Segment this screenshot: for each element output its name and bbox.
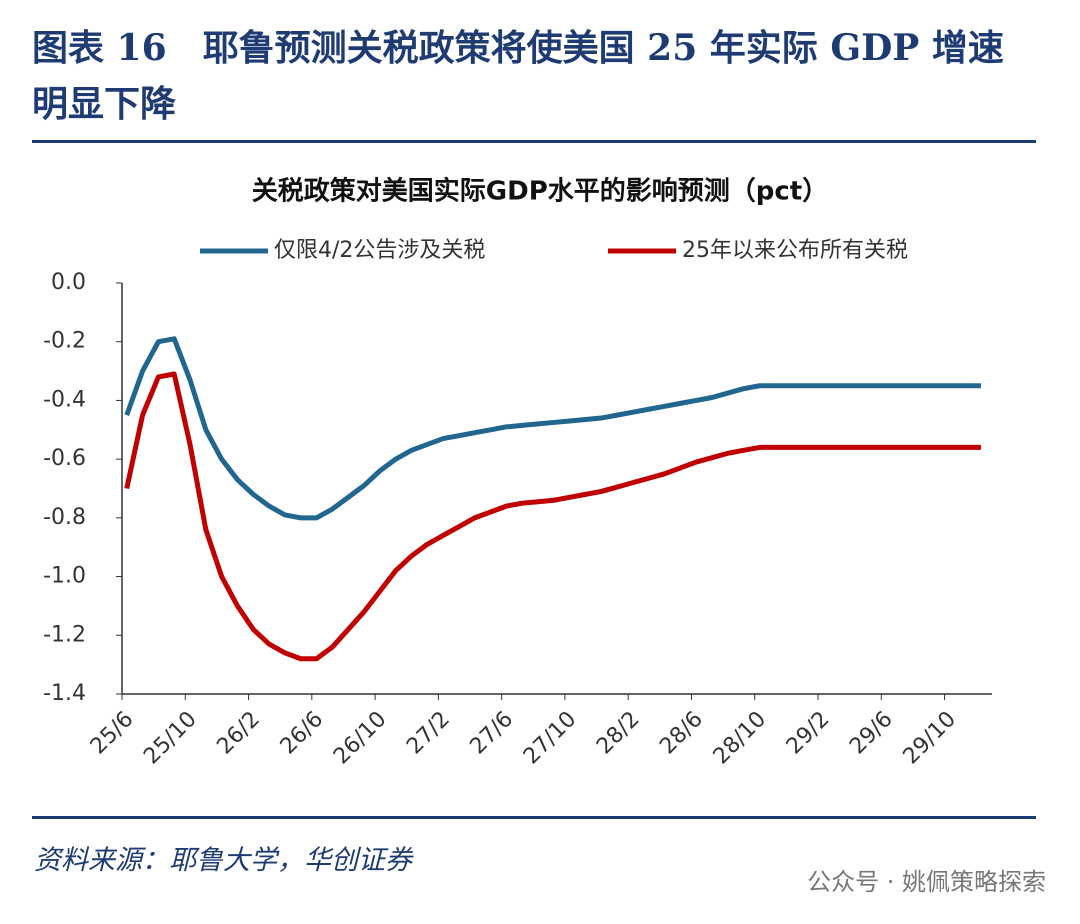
legend-label: 25年以来公布所有关税 (682, 238, 908, 263)
y-tick-label: 0.0 (51, 270, 86, 295)
x-tick-label: 27/6 (466, 707, 519, 760)
x-tick-label: 28/6 (655, 707, 708, 760)
y-tick-label: -1.0 (43, 564, 86, 589)
y-tick-label: -1.2 (43, 622, 86, 647)
line-series (124, 336, 981, 521)
x-tick-label: 27/2 (402, 707, 455, 760)
chart: 关税政策对美国实际GDP水平的影响预测（pct） 0.0 -0.2 -0.4 -0.6… (43, 176, 992, 770)
x-tick-label: 29/2 (782, 707, 835, 760)
x-tick-label: 28/2 (592, 707, 645, 760)
top-rule (32, 140, 1036, 143)
y-tick-label: -0.4 (43, 387, 86, 412)
figure-title: 图表 16 耶鲁预测关税政策将使美国 25 年实际 GDP 增速明显下降 (32, 27, 1004, 125)
x-tick-label: 27/10 (519, 707, 582, 770)
watermark: 公众号 · 姚佩策略探索 (807, 868, 1046, 896)
x-tick-label: 29/10 (899, 707, 962, 770)
x-tick-label: 28/10 (709, 707, 772, 770)
bottom-rule (32, 816, 1036, 819)
chart-title: 关税政策对美国实际GDP水平的影响预测（pct） (252, 176, 828, 207)
x-tick-label: 25/10 (139, 707, 202, 770)
legend-label: 仅限4/2公告涉及关税 (274, 238, 485, 263)
line-series (124, 371, 981, 662)
x-tick-label: 29/6 (845, 707, 898, 760)
source: 资料来源：耶鲁大学，华创证券 (34, 845, 412, 876)
y-tick-label: -0.8 (43, 505, 86, 530)
y-tick-label: -0.6 (43, 446, 86, 471)
x-tick-label: 25/6 (86, 707, 139, 760)
y-tick-label: -0.2 (43, 329, 86, 354)
x-tick-label: 26/6 (276, 707, 329, 760)
x-tick-label: 26/10 (329, 707, 392, 770)
x-tick-label: 26/2 (212, 707, 265, 760)
y-tick-label: -1.4 (43, 681, 86, 706)
